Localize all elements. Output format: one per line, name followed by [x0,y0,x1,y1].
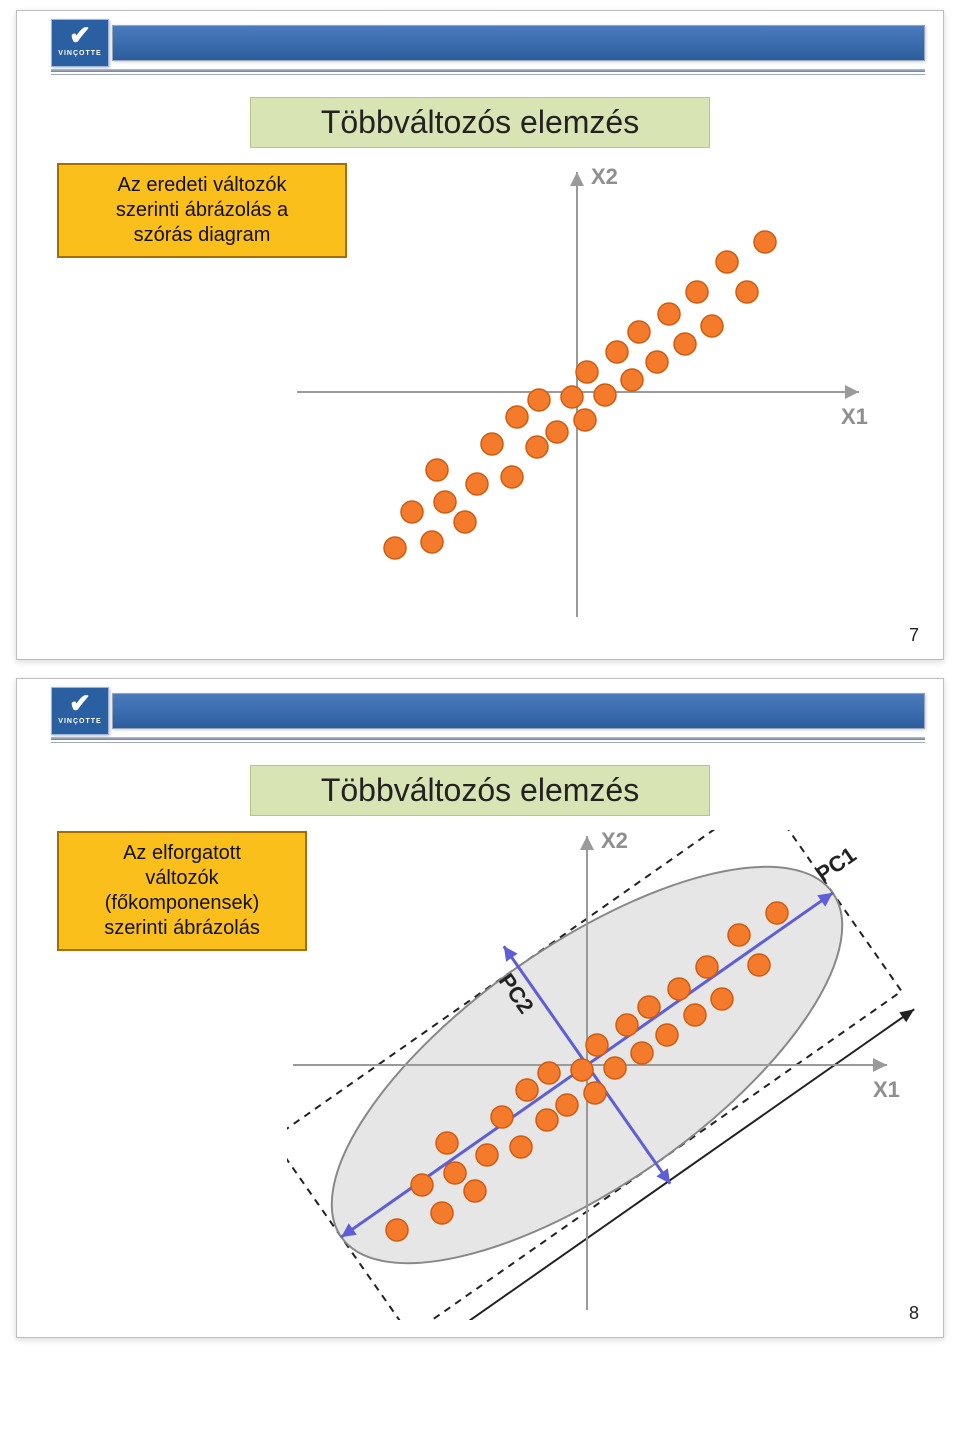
data-point [436,1132,458,1154]
data-point [454,511,476,533]
slide-title: Többváltozós elemzés [250,765,710,816]
data-point [526,436,548,458]
data-point [621,369,643,391]
data-point [421,531,443,553]
slide-1: ✔VINÇOTTETöbbváltozós elemzésAz eredeti … [16,10,944,660]
data-point [464,1180,486,1202]
data-point [584,1082,606,1104]
data-point [574,409,596,431]
data-point [711,988,733,1010]
data-point [538,1062,560,1084]
data-point [646,351,668,373]
data-point [728,924,750,946]
chart-area: X1 X2 [287,162,907,642]
pca-chart: X1X2PC1PC2 [287,830,927,1320]
data-point [444,1162,466,1184]
data-point [510,1136,532,1158]
check-icon: ✔ [52,20,108,50]
data-point [466,473,488,495]
logo-text: VINÇOTTE [58,718,101,727]
data-point [481,433,503,455]
slide-title: Többváltozós elemzés [250,97,710,148]
data-point [576,361,598,383]
data-point [668,978,690,1000]
slide-header: ✔VINÇOTTE [17,679,943,759]
data-point [586,1034,608,1056]
data-point [686,281,708,303]
data-point [431,1202,453,1224]
data-point [536,1109,558,1131]
header-rule [51,69,925,72]
data-point [546,421,568,443]
page-number: 7 [909,625,919,646]
data-point [766,902,788,924]
data-point [556,1094,578,1116]
header-rule-thin [51,74,925,75]
data-point [616,1014,638,1036]
data-point [701,315,723,337]
data-point [638,996,660,1018]
header-rule [51,737,925,740]
header-rule-thin [51,742,925,743]
scatter-chart: X1 X2 [287,162,907,642]
data-point [516,1079,538,1101]
data-point [658,303,680,325]
chart-area: X1X2PC1PC2 [287,830,927,1320]
vincotte-logo: ✔VINÇOTTE [51,687,109,735]
data-point [506,406,528,428]
data-point [606,341,628,363]
data-point [491,1106,513,1128]
slide-caption: Az elforgatottváltozók(főkomponensek)sze… [57,831,307,951]
data-point [631,1042,653,1064]
x-axis-label: X1 [841,404,868,429]
slide-2: ✔VINÇOTTE Többváltozós elemzés Az elforgat… [16,678,944,1338]
data-point [684,1004,706,1026]
data-point [528,389,550,411]
data-point [426,459,448,481]
y-axis-label: X2 [601,830,628,853]
data-point [696,956,718,978]
logo-text: VINÇOTTE [58,50,101,59]
data-point [748,954,770,976]
data-point [754,231,776,253]
data-point [501,466,523,488]
y-axis-label: X2 [591,164,618,189]
check-icon: ✔ [52,688,108,718]
x-axis-label: X1 [873,1077,900,1102]
data-point [386,1219,408,1241]
data-point [674,333,696,355]
data-point [476,1144,498,1166]
data-point [604,1057,626,1079]
data-point [401,501,423,523]
data-point [561,386,583,408]
data-point [571,1059,593,1081]
data-point [384,537,406,559]
data-point [656,1024,678,1046]
data-point [434,491,456,513]
data-point [716,251,738,273]
data-point [736,281,758,303]
data-point [628,321,650,343]
header-bar [112,25,925,61]
vincotte-logo: ✔VINÇOTTE [51,19,109,67]
page-number: 8 [909,1303,919,1324]
header-bar [112,693,925,729]
data-point [594,384,616,406]
data-point [411,1174,433,1196]
slide-header: ✔VINÇOTTE [17,11,943,91]
